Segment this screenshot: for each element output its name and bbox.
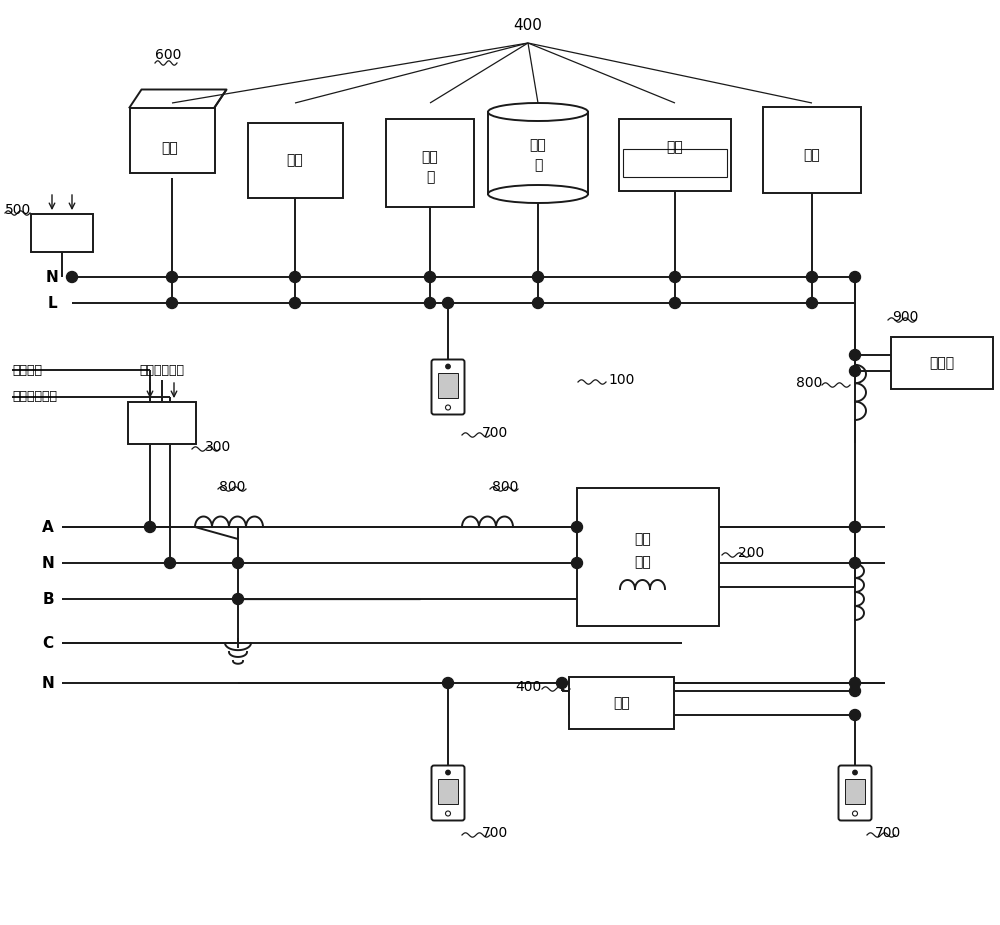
Circle shape — [144, 522, 156, 533]
Bar — [438, 779, 458, 804]
Circle shape — [166, 272, 178, 282]
Circle shape — [532, 298, 544, 309]
Text: 机: 机 — [426, 170, 434, 184]
Text: 冰箱: 冰箱 — [804, 148, 820, 162]
Text: 电脑: 电脑 — [162, 141, 178, 155]
Text: 700: 700 — [482, 826, 508, 840]
Bar — [623, 149, 727, 177]
Text: 空调: 空调 — [667, 140, 683, 154]
Circle shape — [446, 771, 450, 775]
Bar — [31, 214, 93, 252]
Text: 100: 100 — [608, 373, 634, 387]
Circle shape — [853, 771, 857, 775]
Text: 电视: 电视 — [287, 153, 303, 167]
FancyBboxPatch shape — [838, 766, 872, 820]
Circle shape — [850, 522, 861, 533]
Circle shape — [556, 677, 568, 688]
Text: 热水: 热水 — [530, 138, 546, 152]
Text: 器: 器 — [534, 158, 542, 172]
Circle shape — [850, 272, 861, 282]
Circle shape — [290, 272, 300, 282]
Ellipse shape — [488, 185, 588, 203]
Circle shape — [850, 350, 861, 361]
Bar — [438, 373, 458, 398]
Circle shape — [670, 272, 680, 282]
Circle shape — [424, 298, 436, 309]
Circle shape — [670, 298, 680, 309]
Text: 空气: 空气 — [635, 532, 651, 546]
Text: 其他信号输入: 其他信号输入 — [140, 364, 184, 376]
Bar — [130, 107, 214, 172]
Text: 800: 800 — [219, 480, 245, 494]
Text: 200: 200 — [738, 546, 764, 560]
Bar — [845, 779, 865, 804]
Bar — [248, 122, 342, 198]
Text: N: N — [46, 269, 58, 285]
Circle shape — [806, 298, 818, 309]
Text: N: N — [42, 556, 54, 571]
Text: 500: 500 — [5, 203, 31, 217]
Circle shape — [850, 685, 861, 697]
Text: A: A — [42, 520, 54, 535]
Text: 300: 300 — [205, 440, 231, 454]
Circle shape — [446, 364, 450, 369]
Bar — [577, 488, 719, 626]
Circle shape — [572, 522, 582, 533]
Circle shape — [424, 272, 436, 282]
Bar — [891, 337, 993, 389]
Circle shape — [232, 558, 244, 569]
Circle shape — [443, 677, 454, 688]
Text: 600: 600 — [155, 48, 181, 62]
Circle shape — [850, 558, 861, 569]
FancyBboxPatch shape — [432, 360, 465, 414]
Text: 400: 400 — [516, 680, 542, 694]
Text: L: L — [47, 295, 57, 311]
Bar — [619, 119, 731, 191]
Text: 700: 700 — [875, 826, 901, 840]
Text: 800: 800 — [492, 480, 518, 494]
Text: 洗衣: 洗衣 — [422, 150, 438, 164]
Text: 电视: 电视 — [614, 696, 630, 710]
Circle shape — [850, 365, 861, 376]
Circle shape — [232, 594, 244, 605]
Text: 开关: 开关 — [635, 555, 651, 569]
Text: B: B — [42, 591, 54, 607]
Circle shape — [66, 272, 78, 282]
Text: 网络信号: 网络信号 — [12, 364, 42, 376]
Circle shape — [572, 558, 582, 569]
Bar — [386, 119, 474, 207]
Text: N: N — [42, 675, 54, 690]
Circle shape — [164, 558, 176, 569]
Circle shape — [290, 298, 300, 309]
Text: 800: 800 — [796, 376, 822, 390]
Circle shape — [850, 677, 861, 688]
FancyBboxPatch shape — [432, 766, 465, 820]
Text: 400: 400 — [514, 18, 542, 33]
Circle shape — [850, 522, 861, 533]
Text: 服务器: 服务器 — [929, 356, 955, 370]
Circle shape — [806, 272, 818, 282]
Text: 有线电视信号: 有线电视信号 — [12, 390, 57, 403]
Text: 700: 700 — [482, 426, 508, 440]
Ellipse shape — [488, 103, 588, 121]
Text: C: C — [42, 635, 54, 650]
Circle shape — [443, 298, 454, 309]
Bar — [763, 107, 861, 192]
Bar — [488, 112, 588, 194]
Circle shape — [850, 709, 861, 721]
Circle shape — [532, 272, 544, 282]
Circle shape — [166, 298, 178, 309]
Bar — [128, 402, 196, 444]
Text: 900: 900 — [892, 310, 918, 324]
Bar — [569, 677, 674, 729]
